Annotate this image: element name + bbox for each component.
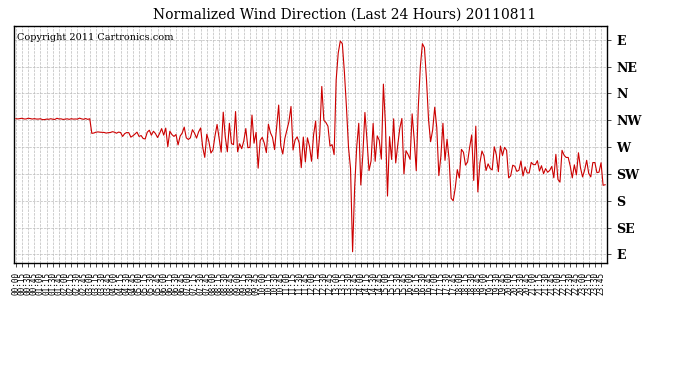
Text: Copyright 2011 Cartronics.com: Copyright 2011 Cartronics.com xyxy=(17,33,173,42)
Text: Normalized Wind Direction (Last 24 Hours) 20110811: Normalized Wind Direction (Last 24 Hours… xyxy=(153,8,537,21)
